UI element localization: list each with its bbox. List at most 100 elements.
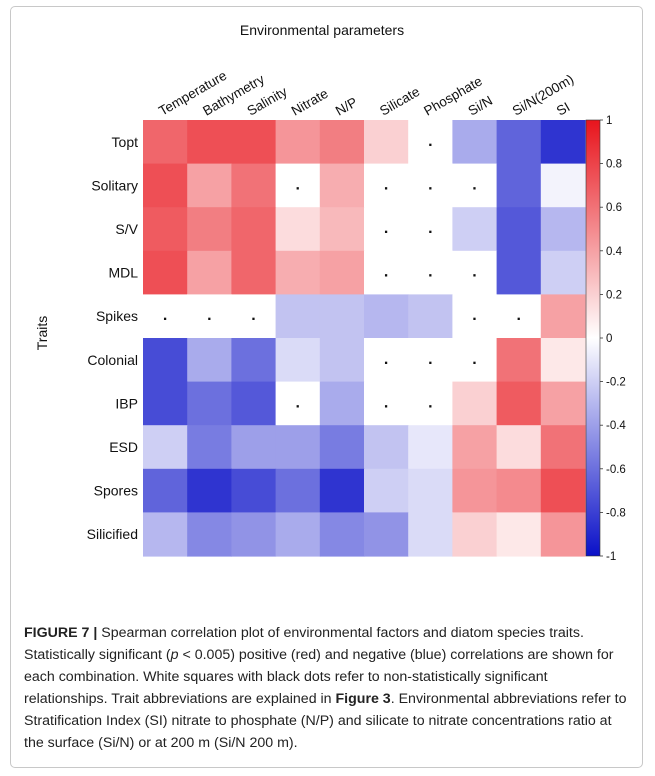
row-label: Spores [94, 483, 138, 499]
correlation-heatmap: Environmental parameters Traits ........… [34, 22, 626, 563]
heatmap-cell [187, 294, 232, 339]
heatmap-cell [408, 338, 453, 383]
row-label: Topt [112, 134, 139, 150]
heatmap-cell [540, 468, 586, 513]
heatmap-cell [319, 120, 365, 165]
heatmap-cell [143, 163, 188, 208]
colorbar-tick-label: 0.4 [606, 246, 623, 258]
heatmap-cell [364, 381, 409, 426]
heatmap-cell [143, 381, 188, 426]
heatmap-cell [275, 381, 321, 426]
colorbar-tick-label: -0.2 [606, 377, 626, 389]
heatmap-cell [187, 163, 232, 208]
heatmap-cell [231, 338, 277, 383]
heatmap-cell [452, 338, 498, 383]
heatmap-cell [496, 512, 542, 557]
colorbar: 1 0.8 0.6 0.4 0.2 0 -0.2 -0.4 -0.6 -0.8 -1 [585, 115, 626, 563]
heatmap-cell [364, 294, 409, 339]
heatmap-cell [187, 381, 232, 426]
heatmap-cell [364, 207, 409, 252]
nonsignificant-dot: . [472, 264, 476, 281]
caption-label: FIGURE 7 | [24, 625, 98, 641]
heatmap-cell [319, 163, 365, 208]
heatmap-cell [187, 250, 232, 295]
column-label: SI [554, 99, 573, 118]
row-label: MDL [108, 265, 138, 281]
heatmap-cell [319, 250, 365, 295]
heatmap-cell [452, 381, 498, 426]
heatmap-cell [496, 425, 542, 470]
heatmap-cell [143, 512, 188, 557]
nonsignificant-dot: . [428, 264, 432, 281]
nonsignificant-dot: . [472, 307, 476, 324]
heatmap-cell [275, 120, 321, 165]
heatmap-cell [187, 468, 232, 513]
heatmap-cell [319, 207, 365, 252]
heatmap-cell [540, 207, 586, 252]
colorbar-tick-label: 0.8 [606, 159, 622, 171]
column-label: Nitrate [289, 86, 331, 119]
heatmap-cell [452, 512, 498, 557]
heatmap-cell [275, 250, 321, 295]
colorbar-tick-label: -0.4 [606, 420, 626, 432]
nonsignificant-dots: ..................... [163, 133, 521, 412]
heatmap-cell [540, 294, 586, 339]
heatmap-cell [187, 120, 232, 165]
column-label: Silicate [377, 84, 422, 119]
heatmap-cell [452, 250, 498, 295]
heatmap-cell [364, 163, 409, 208]
heatmap-cell [143, 207, 188, 252]
nonsignificant-dot: . [295, 176, 299, 193]
heatmap-cell [187, 338, 232, 383]
heatmap-cell [275, 163, 321, 208]
heatmap-cell [496, 468, 542, 513]
row-label: Colonial [87, 352, 138, 368]
heatmap-cell [143, 250, 188, 295]
heatmap-cell [408, 425, 453, 470]
colorbar-tick-label: 0.6 [606, 202, 622, 214]
heatmap-cell [408, 468, 453, 513]
heatmap-cell [408, 250, 453, 295]
heatmap-cell [496, 294, 542, 339]
heatmap-cell [540, 120, 586, 165]
column-label: N/P [333, 94, 360, 118]
row-label: S/V [115, 221, 138, 237]
heatmap-cell [231, 294, 277, 339]
nonsignificant-dot: . [207, 307, 211, 324]
heatmap-cell [275, 294, 321, 339]
heatmap-cell [496, 120, 542, 165]
heatmap-cell [231, 163, 277, 208]
nonsignificant-dot: . [384, 394, 388, 411]
column-label: Si/N [466, 93, 496, 119]
heatmap-cell [231, 381, 277, 426]
colorbar-tick-label: -0.8 [606, 507, 626, 519]
heatmap-cell [231, 207, 277, 252]
nonsignificant-dot: . [384, 351, 388, 368]
heatmap-cell [364, 120, 409, 165]
heatmap-cell [452, 468, 498, 513]
caption-text-3: . Environmental abbreviations refer to S… [24, 691, 627, 751]
heatmap-cell [364, 250, 409, 295]
heatmap-cell [452, 207, 498, 252]
heatmap-cell [540, 250, 586, 295]
heatmap-cell [231, 468, 277, 513]
heatmap-cell [496, 338, 542, 383]
heatmap-cell [143, 120, 188, 165]
heatmap-cell [143, 468, 188, 513]
caption-text-2: < 0.005) positive (red) and negative (bl… [24, 647, 614, 707]
heatmap-cell [540, 381, 586, 426]
heatmap-cell [408, 294, 453, 339]
row-label: ESD [109, 439, 138, 455]
colorbar-tick-label: -0.6 [606, 464, 626, 476]
heatmap-cell [364, 338, 409, 383]
heatmap-cell [143, 425, 188, 470]
heatmap-cell [496, 163, 542, 208]
nonsignificant-dot: . [428, 351, 432, 368]
heatmap-cell [319, 338, 365, 383]
nonsignificant-dot: . [384, 264, 388, 281]
row-label: Solitary [91, 177, 138, 193]
heatmap-cell [364, 512, 409, 557]
heatmap-cell [275, 468, 321, 513]
heatmap-cell [187, 425, 232, 470]
